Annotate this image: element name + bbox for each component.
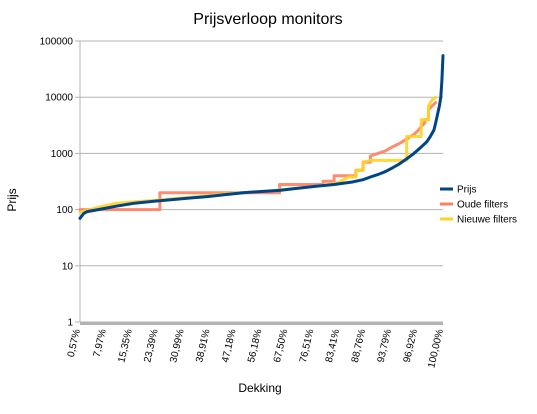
x-tick-label: 30,99% xyxy=(168,328,186,364)
y-tick-label: 100 xyxy=(56,205,73,216)
y-tick-label: 10000 xyxy=(45,93,73,104)
x-tick-label: 83,41% xyxy=(324,328,342,364)
legend: Prijs Oude filters Nieuwe filters xyxy=(440,185,517,226)
x-tick-label: 56,18% xyxy=(246,328,264,364)
y-tick-label: 1 xyxy=(67,318,73,329)
legend-label: Nieuwe filters xyxy=(457,215,517,226)
y-tick-label: 1000 xyxy=(51,149,74,160)
x-tick-label: 67,50% xyxy=(272,328,290,364)
x-tick-label: 15,35% xyxy=(116,328,134,364)
x-tick-band xyxy=(80,322,443,325)
x-tick-label: 38,91% xyxy=(194,328,212,364)
x-tick-label: 93,79% xyxy=(376,328,394,364)
x-tick-label: 7,97% xyxy=(92,328,109,358)
series-line-oude-filters xyxy=(78,101,438,212)
x-axis-ticks: 0,57% 7,97% 15,35% 23,39% 30,99% 38,91% 47,18%… xyxy=(66,322,446,369)
gridlines xyxy=(79,40,443,323)
y-tick-label: 100000 xyxy=(40,37,74,48)
y-tick-label: 10 xyxy=(62,261,74,272)
x-axis-title: Dekking xyxy=(238,381,281,395)
legend-label: Oude filters xyxy=(457,200,508,211)
series-line-nieuwe-filters xyxy=(78,95,438,214)
x-tick-label: 47,18% xyxy=(220,328,238,364)
y-axis-title: Prijs xyxy=(5,188,19,211)
series-group xyxy=(78,54,445,220)
x-tick-label: 23,39% xyxy=(142,328,160,364)
legend-label: Prijs xyxy=(457,185,476,196)
chart-title: Prijsverloop monitors xyxy=(193,11,342,28)
series-line-prijs xyxy=(78,54,445,220)
x-tick-label: 100,00% xyxy=(426,328,446,369)
y-axis-ticks: 1 10 100 1000 10000 100000 xyxy=(40,37,80,329)
x-tick-label: 0,57% xyxy=(66,328,83,358)
x-tick-label: 96,92% xyxy=(402,328,420,364)
x-tick-label: 88,76% xyxy=(350,328,368,364)
x-tick-label: 76,51% xyxy=(298,328,316,364)
